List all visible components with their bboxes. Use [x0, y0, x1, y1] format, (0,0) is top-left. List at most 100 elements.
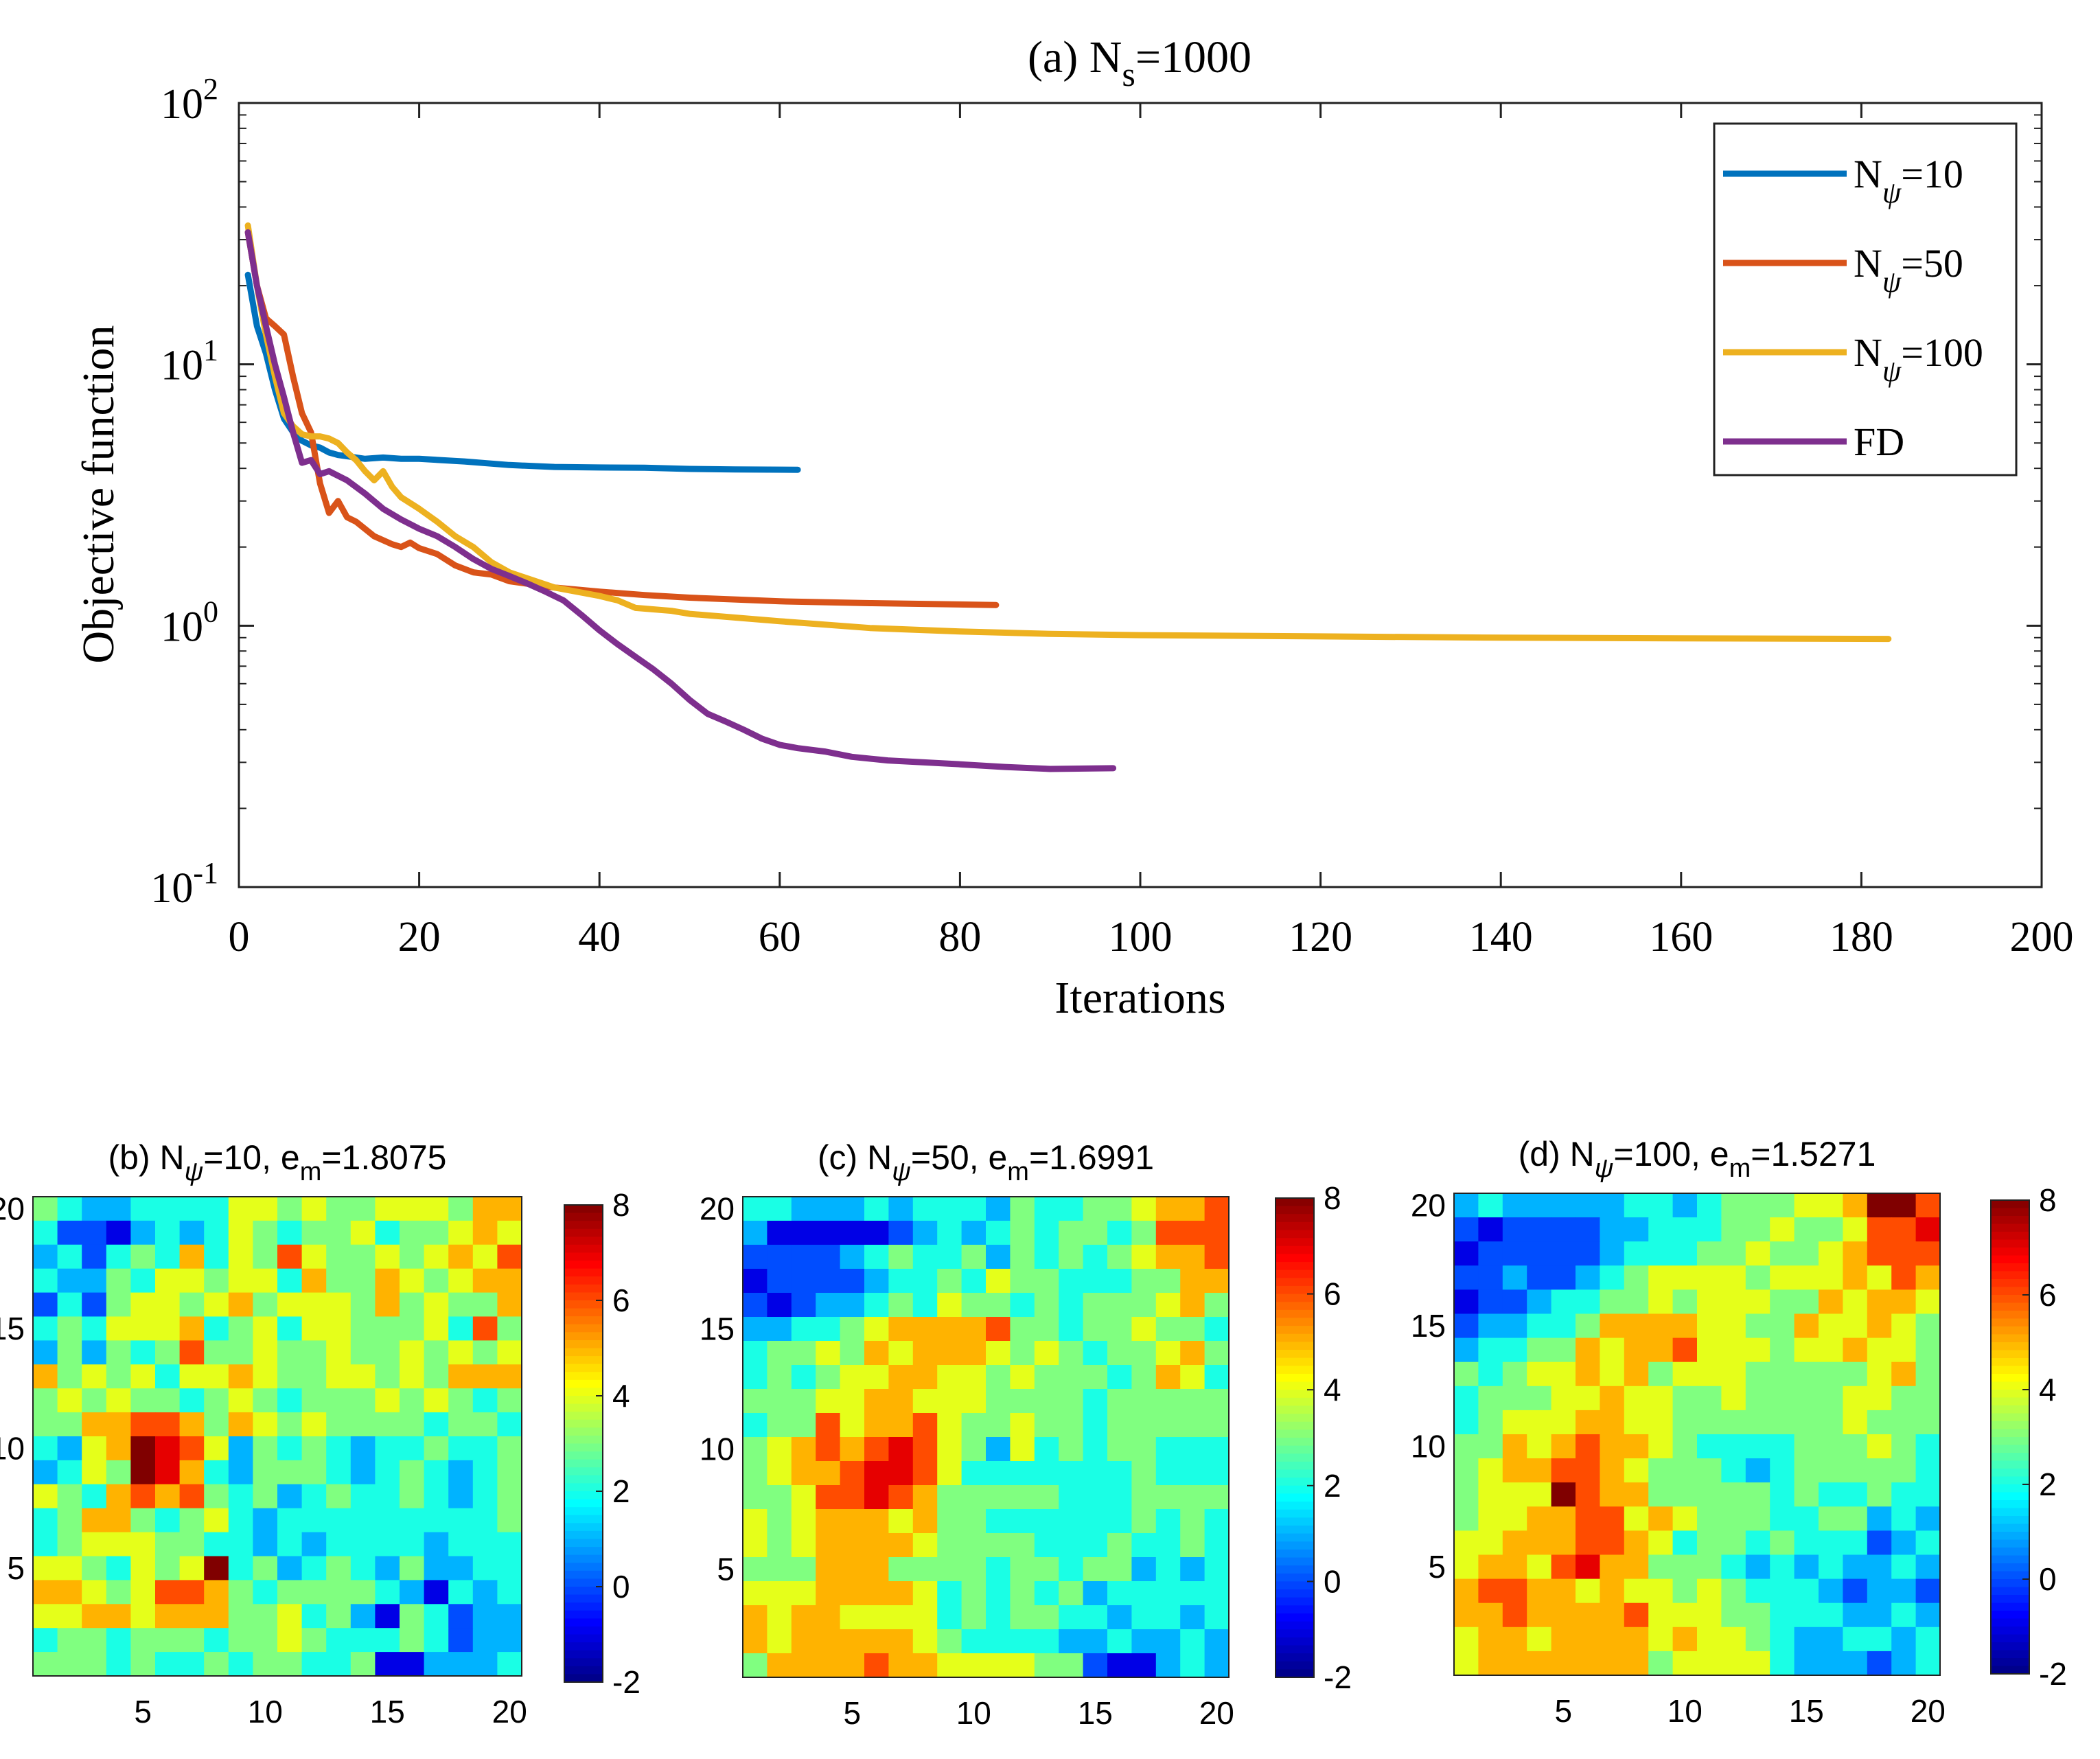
heatmap-cell	[1083, 1461, 1108, 1486]
heatmap-cell	[106, 1244, 131, 1269]
heatmap-cell	[937, 1605, 962, 1630]
heatmap-cell	[1915, 1651, 1941, 1676]
heatmap-cell	[472, 1460, 498, 1485]
y-tick-exponent: 2	[203, 72, 218, 106]
heatmap-cell	[1527, 1241, 1552, 1266]
heatmap-cell	[448, 1316, 474, 1341]
heatmap-cell	[424, 1436, 449, 1461]
heatmap-cell	[277, 1268, 303, 1294]
heatmap-cell	[1697, 1313, 1722, 1339]
heatmap-cell	[888, 1581, 914, 1606]
heatmap-cell	[82, 1508, 107, 1533]
heatmap-cell	[179, 1412, 205, 1437]
heatmap-cell	[57, 1316, 82, 1341]
heatmap-cell	[1454, 1651, 1479, 1676]
heatmap-cell	[204, 1292, 229, 1318]
heatmap-cell	[1131, 1509, 1157, 1534]
heatmap-cell	[1107, 1461, 1132, 1486]
heatmap-cell	[1502, 1482, 1527, 1507]
heatmap-cell	[1155, 1293, 1181, 1318]
heatmap-cell	[204, 1436, 229, 1461]
heatmap-cell	[1600, 1265, 1625, 1290]
colorbar-segment	[1276, 1669, 1314, 1678]
colorbar-segment	[1276, 1230, 1314, 1239]
heatmap-cell	[1624, 1458, 1649, 1483]
heatmap-cell	[1843, 1386, 1868, 1411]
heatmap-cell	[816, 1581, 841, 1606]
heatmap-cell	[277, 1484, 303, 1509]
heatmap-cell	[1107, 1365, 1132, 1390]
heatmap-cell	[1745, 1530, 1770, 1556]
heatmap-cell	[1010, 1461, 1035, 1486]
heatmap-cell	[82, 1412, 107, 1437]
colorbar-segment	[1276, 1373, 1314, 1383]
heatmap-cell	[864, 1317, 889, 1342]
heatmap-cell	[1034, 1581, 1059, 1606]
heatmap-cell	[1721, 1241, 1746, 1266]
heatmap-cell	[1131, 1413, 1157, 1438]
heatmap-cell	[1891, 1410, 1917, 1435]
colorbar-segment	[1276, 1445, 1314, 1455]
heatmap-cell	[1059, 1653, 1084, 1678]
heatmap-cell	[1770, 1554, 1795, 1580]
heatmap-y-tick-label: 10	[700, 1432, 735, 1467]
heatmap-cell	[1600, 1410, 1625, 1435]
heatmap-cell	[1454, 1578, 1479, 1604]
heatmap-cell	[1672, 1434, 1698, 1459]
heatmap-cell	[448, 1292, 474, 1318]
heatmap-cell	[888, 1341, 914, 1366]
heatmap-cell	[1576, 1337, 1600, 1363]
heatmap-cell	[277, 1220, 303, 1245]
heatmap-cell	[1010, 1605, 1035, 1630]
heatmap-cell	[1059, 1413, 1084, 1438]
heatmap-cell	[277, 1532, 303, 1557]
heatmap-cell	[1624, 1217, 1649, 1242]
heatmap-cell	[253, 1652, 278, 1677]
heatmap-cell	[424, 1484, 449, 1509]
heatmap-cell	[1600, 1386, 1625, 1411]
heatmap-cell	[1600, 1530, 1625, 1556]
heatmap-cell	[912, 1221, 938, 1245]
heatmap-cell	[1915, 1482, 1941, 1507]
heatmap-cell	[743, 1461, 768, 1486]
heatmap-cell	[253, 1197, 278, 1221]
heatmap-cell	[743, 1437, 768, 1462]
colorbar-segment	[564, 1539, 603, 1548]
heatmap-cell	[179, 1436, 205, 1461]
heatmap-cell	[1478, 1602, 1503, 1628]
heatmap-cell	[986, 1341, 1011, 1366]
heatmap-cell	[986, 1437, 1011, 1462]
heatmap-cell	[253, 1364, 278, 1389]
heatmap-cell	[1204, 1341, 1230, 1366]
heatmap-cell	[228, 1580, 253, 1605]
heatmap-cell	[1770, 1651, 1795, 1676]
heatmap-cell	[1083, 1197, 1108, 1221]
heatmap-cell	[497, 1412, 522, 1437]
heatmap-cell	[1648, 1289, 1674, 1315]
heatmap-cell	[448, 1460, 474, 1485]
heatmap-cell	[864, 1581, 889, 1606]
colorbar-segment	[1991, 1200, 2029, 1209]
heatmap-cell	[326, 1220, 351, 1245]
heatmap-cell	[1204, 1389, 1230, 1414]
heatmap-cell	[1672, 1482, 1698, 1507]
heatmap-cell	[1527, 1626, 1552, 1652]
heatmap-cell	[1867, 1410, 1892, 1435]
heatmap-cell	[840, 1629, 865, 1654]
heatmap-cell	[424, 1460, 449, 1485]
heatmap-cell	[277, 1244, 303, 1269]
heatmap-cell	[1697, 1482, 1722, 1507]
heatmap-cell	[350, 1364, 376, 1389]
y-tick-label: 10-1	[150, 856, 218, 912]
heatmap-cell	[155, 1556, 181, 1580]
heatmap-cell	[1697, 1361, 1722, 1387]
heatmap-cell	[1697, 1506, 1722, 1531]
heatmap-cell	[1843, 1265, 1868, 1290]
colorbar-segment	[564, 1252, 603, 1261]
heatmap-cell	[326, 1556, 351, 1580]
heatmap-cell	[1843, 1651, 1868, 1676]
heatmap-cell	[301, 1436, 327, 1461]
colorbar-segment	[1276, 1366, 1314, 1375]
heatmap-cell	[33, 1580, 58, 1605]
heatmap-cell	[1648, 1434, 1674, 1459]
